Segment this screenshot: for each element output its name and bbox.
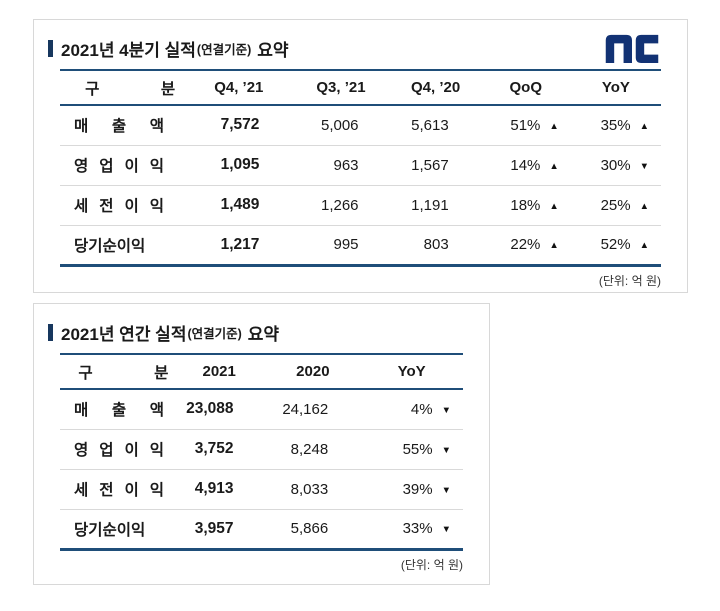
revenue-qoq: 51% ▲ [510,116,559,134]
pretax-q4-20: 1,191 [390,184,481,225]
up-triangle-icon: ▲ [639,120,649,132]
header-gubun: 구 분 [78,364,169,382]
header-qoq: QoQ [480,70,571,106]
down-triangle-icon: ▼ [441,524,451,535]
revenue-2021: 23,088 [186,400,234,418]
annual-results-panel: 2021년 연간 실적 (연결기준) 요약 구 분 2021 2020 YoY … [33,303,490,585]
title-marker-bar [48,323,53,341]
annual-title-suffix: 요약 [247,324,280,344]
op-yoy: 30% ▼ [570,144,661,185]
net-q3-21: 995 [291,224,391,265]
row-label: 영 업 이 익 [74,442,164,459]
row-label: 매 출 액 [74,118,164,136]
header-gubun: 구 분 [85,80,176,98]
up-triangle-icon: ▲ [549,120,559,132]
header-yoy: YoY [360,354,463,390]
pretax-2020: 8,033 [265,468,361,509]
title-marker-bar [48,39,53,57]
up-triangle-icon: ▲ [549,240,559,251]
up-triangle-icon: ▲ [549,200,559,212]
unit-note: (단위: 억 원) [400,557,463,572]
table-header-row: 구 분 Q4, ’21 Q3, ’21 Q4, ’20 QoQ YoY [60,70,661,106]
annual-results-table: 구 분 2021 2020 YoY 매 출 액 23,088 24,162 4%… [60,353,463,551]
pretax-2021: 4,913 [172,468,266,509]
q4-title-suffix: 요약 [257,40,289,60]
q4-results-panel: 2021년 4분기 실적 (연결기준) 요약 구 분 Q4, ’21 Q3, ’… [33,19,688,293]
op-q4-21: 1,095 [186,144,292,185]
table-row-operating-profit: 영 업 이 익 3,752 8,248 55% ▼ [60,428,463,469]
ncsoft-logo-icon [605,34,659,63]
annual-title-basis: (연결기준) [187,326,242,341]
revenue-q3-21: 5,006 [320,116,359,134]
down-triangle-icon: ▼ [639,160,649,172]
net-2021: 3,957 [172,508,266,549]
revenue-q4-20: 5,613 [411,116,449,134]
op-yoy: 55% ▼ [360,428,463,469]
row-label: 당기순이익 [74,237,146,255]
q4-title-text: 2021년 4분기 실적 [61,40,196,60]
q4-title-basis: (연결기준) [196,42,252,57]
table-row-operating-profit: 영 업 이 익 1,095 963 1,567 14% ▲ 30% ▼ [60,144,661,185]
up-triangle-icon: ▲ [639,200,649,212]
pretax-q3-21: 1,266 [291,184,391,225]
revenue-q4-21: 7,572 [220,116,260,134]
header-yoy: YoY [570,70,661,106]
revenue-yoy: 35% ▲ [600,116,649,134]
down-triangle-icon: ▼ [441,444,451,456]
pretax-yoy: 39% ▼ [360,468,463,509]
net-qoq: 22% ▲ [480,224,571,265]
net-2020: 5,866 [265,508,361,549]
row-label: 세 전 이 익 [74,198,164,215]
header-q4-20: Q4, ’20 [390,70,481,106]
net-q4-21: 1,217 [186,224,292,265]
annual-panel-title: 2021년 연간 실적 (연결기준) 요약 [48,320,465,344]
net-yoy: 33% ▼ [360,508,463,549]
op-q3-21: 963 [291,144,391,185]
op-q4-20: 1,567 [390,144,481,185]
op-qoq: 14% ▲ [480,144,571,185]
table-row-pretax-profit: 세 전 이 익 1,489 1,266 1,191 18% ▲ 25% ▲ [60,184,661,225]
row-label: 세 전 이 익 [74,482,164,499]
annual-title-text: 2021년 연간 실적 [61,324,187,344]
pretax-qoq: 18% ▲ [480,184,571,225]
net-yoy: 52% ▲ [570,224,661,265]
table-row-revenue: 매 출 액 23,088 24,162 4% ▼ [60,389,463,429]
down-triangle-icon: ▼ [441,484,451,496]
table-row-net-profit: 당기순이익 3,957 5,866 33% ▼ [60,508,463,549]
table-row-net-profit: 당기순이익 1,217 995 803 22% ▲ 52% ▲ [60,224,661,265]
q4-results-table: 구 분 Q4, ’21 Q3, ’21 Q4, ’20 QoQ YoY 매 출 … [60,69,661,267]
table-row-revenue: 매 출 액 7,572 5,006 5,613 51% ▲ 35% ▲ [60,105,661,145]
unit-note: (단위: 억 원) [598,273,661,288]
header-2021: 2021 [172,354,266,390]
table-row-pretax-profit: 세 전 이 익 4,913 8,033 39% ▼ [60,468,463,509]
header-q3-21: Q3, ’21 [291,70,391,106]
pretax-yoy: 25% ▲ [570,184,661,225]
header-q4-21: Q4, ’21 [186,70,292,106]
op-2021: 3,752 [172,428,266,469]
row-label: 당기순이익 [74,521,146,539]
row-label: 영 업 이 익 [74,158,164,175]
revenue-yoy: 4% ▼ [410,400,451,418]
q4-panel-title: 2021년 4분기 실적 (연결기준) 요약 [48,36,663,60]
down-triangle-icon: ▼ [441,404,451,416]
row-label: 매 출 액 [74,402,164,420]
op-2020: 8,248 [265,428,361,469]
pretax-q4-21: 1,489 [186,184,292,225]
header-2020: 2020 [265,354,361,390]
table-header-row: 구 분 2021 2020 YoY [60,354,463,390]
revenue-2020: 24,162 [282,400,329,418]
net-q4-20: 803 [390,224,481,265]
up-triangle-icon: ▲ [549,160,559,172]
up-triangle-icon: ▲ [639,240,649,251]
